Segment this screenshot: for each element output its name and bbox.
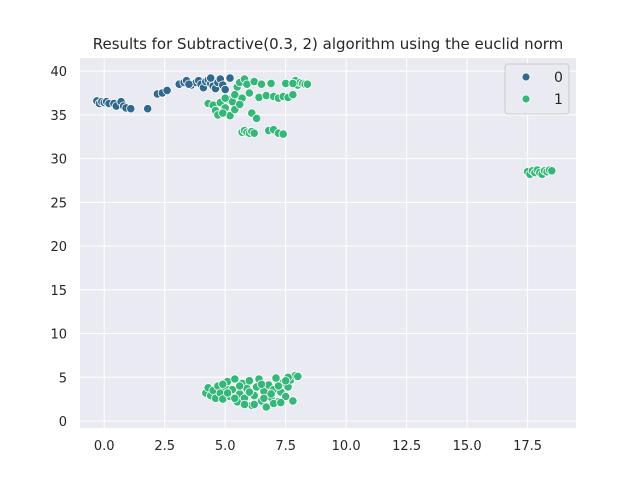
data-point-series-0: [206, 73, 216, 83]
x-tick-labels: 0.0 2.5 5.0 7.5 10.0 12.5 15.0 17.5: [94, 439, 542, 454]
data-point-series-1: [259, 393, 269, 403]
data-point-series-1: [273, 381, 283, 391]
data-point-series-1: [281, 391, 291, 402]
y-tick-label: 30: [50, 153, 67, 168]
data-point-series-0: [143, 104, 153, 114]
legend-box: [504, 63, 570, 115]
y-tick-label: 0: [59, 415, 67, 430]
x-tick-label: 7.5: [275, 439, 296, 454]
data-point-series-1: [266, 389, 276, 399]
data-point-series-1: [244, 387, 254, 397]
data-point-series-1: [261, 402, 271, 412]
y-tick-label: 40: [50, 65, 67, 80]
data-point-series-1: [249, 399, 259, 409]
y-tick-label: 5: [59, 371, 67, 386]
x-tick-label: 12.5: [392, 439, 421, 454]
data-point-series-1: [281, 376, 291, 386]
data-point-series-0: [184, 79, 194, 89]
legend-marker-0: [521, 72, 531, 82]
data-point-series-1: [293, 371, 303, 381]
legend-label-0: 0: [554, 70, 563, 86]
data-point-series-1: [252, 113, 262, 124]
grid-lines: [80, 58, 576, 428]
data-point-series-1: [235, 99, 245, 110]
data-point-series-1: [244, 376, 254, 386]
data-point-series-1: [276, 397, 286, 408]
data-point-series-1: [256, 379, 267, 389]
data-point-series-1: [244, 88, 254, 98]
data-point-series-1: [288, 78, 298, 89]
data-point-series-1: [218, 379, 228, 389]
y-tick-label: 25: [50, 196, 67, 211]
data-point-series-1: [223, 388, 233, 398]
data-point-series-1: [230, 374, 240, 384]
chart-title: Results for Subtractive(0.3, 2) algorith…: [93, 35, 564, 53]
data-point-series-1: [302, 79, 312, 89]
data-point-series-0: [126, 104, 136, 114]
data-point-series-1: [256, 79, 267, 89]
x-tick-label: 15.0: [453, 439, 482, 454]
x-tick-label: 0.0: [94, 439, 115, 454]
x-tick-label: 2.5: [154, 439, 175, 454]
data-point-series-1: [239, 399, 250, 409]
data-point-series-1: [547, 166, 557, 176]
data-point-series-0: [220, 84, 230, 95]
data-point-series-1: [220, 93, 230, 103]
x-tick-label: 5.0: [215, 439, 236, 454]
data-point-series-1: [266, 78, 276, 89]
legend-marker-1: [521, 94, 531, 104]
x-tick-label: 17.5: [513, 439, 542, 454]
data-point-series-1: [288, 396, 298, 406]
y-tick-label: 10: [50, 328, 67, 343]
y-tick-label: 35: [50, 109, 67, 124]
data-point-series-1: [288, 90, 298, 100]
legend: 0 1: [504, 63, 570, 115]
x-tick-label: 10.0: [332, 439, 361, 454]
legend-label-1: 1: [554, 92, 563, 108]
data-point-series-1: [235, 381, 245, 391]
data-point-series-1: [278, 129, 288, 139]
data-point-series-1: [249, 128, 259, 138]
data-point-series-0: [225, 73, 235, 83]
data-points: [92, 73, 557, 412]
y-tick-labels: 0 5 10 15 20 25 30 35 40: [50, 65, 67, 430]
plot-area: [80, 58, 576, 428]
y-tick-label: 20: [50, 240, 67, 255]
data-point-series-1: [230, 393, 240, 403]
data-point-series-1: [218, 108, 228, 118]
y-tick-label: 15: [50, 284, 67, 299]
data-point-series-0: [162, 85, 172, 96]
